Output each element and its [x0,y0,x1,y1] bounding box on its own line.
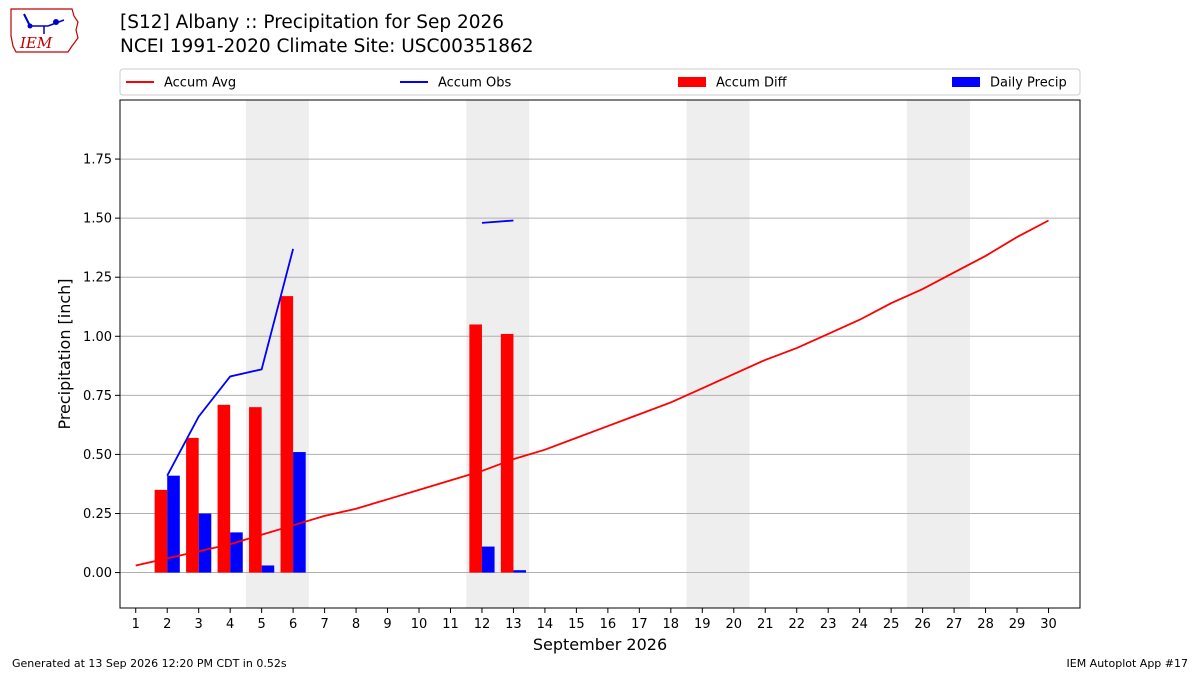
y-tick-label: 0.75 [83,389,112,404]
accum-obs-line [166,248,294,477]
iem-logo: IEM [8,6,80,62]
daily-precip-bar [293,452,306,573]
legend-swatch [952,77,980,87]
weekend-shade [906,100,970,608]
x-tick-label: 27 [946,617,963,632]
x-tick-label: 23 [820,617,837,632]
x-tick-label: 2 [163,617,171,632]
x-tick-label: 21 [757,617,774,632]
x-tick-label: 25 [883,617,900,632]
x-tick-label: 14 [537,617,554,632]
y-tick-label: 1.25 [83,271,112,286]
x-tick-label: 15 [568,617,585,632]
legend-label: Daily Precip [990,76,1067,91]
x-tick-label: 8 [352,617,360,632]
accum-diff-bar [154,489,168,573]
daily-precip-bar [481,546,495,573]
x-tick-label: 16 [600,617,617,632]
accum-diff-bar [280,296,294,573]
weekend-shade [686,100,750,608]
x-tick-label: 24 [851,617,868,632]
y-tick-label: 1.75 [83,153,112,168]
x-tick-label: 3 [195,617,203,632]
x-tick-label: 10 [411,617,428,632]
daily-precip-bar [167,475,180,573]
x-tick-label: 4 [226,617,234,632]
x-tick-label: 7 [320,617,328,632]
accum-diff-bar [186,437,199,573]
legend-box [119,68,1081,96]
x-tick-label: 5 [257,617,265,632]
legend-swatch [678,77,706,87]
y-tick-label: 1.50 [83,212,112,227]
app-footer: IEM Autoplot App #17 [1066,657,1189,670]
x-tick-label: 18 [663,617,680,632]
x-tick-label: 19 [694,617,711,632]
y-tick-label: 1.00 [83,330,112,345]
generated-footer: Generated at 13 Sep 2026 12:20 PM CDT in… [12,657,287,670]
x-tick-label: 30 [1040,617,1057,632]
daily-precip-bar [513,570,527,573]
accum-diff-bar [217,404,231,573]
legend-label: Accum Avg [164,76,236,91]
logo-text: IEM [19,34,53,52]
plot-frame [119,99,1081,609]
x-tick-label: 1 [132,617,140,632]
x-tick-label: 12 [474,617,491,632]
x-tick-label: 28 [977,617,994,632]
x-tick-label: 6 [289,617,297,632]
y-tick-label: 0.00 [83,566,112,581]
accum-avg-line [135,219,1049,567]
daily-precip-bar [230,532,243,573]
chart-subtitle: NCEI 1991-2020 Climate Site: USC00351862 [120,36,534,57]
y-tick-label: 0.50 [83,448,112,463]
y-axis-label: Precipitation [inch] [55,278,74,429]
accum-obs-line [481,219,514,224]
x-tick-label: 29 [1009,617,1026,632]
y-tick-label: 0.25 [83,507,112,522]
x-tick-label: 22 [788,617,805,632]
accum-diff-bar [249,407,262,573]
chart-title: [S12] Albany :: Precipitation for Sep 20… [120,12,505,33]
legend-label: Accum Obs [438,76,511,91]
daily-precip-bar [198,513,212,573]
x-tick-label: 13 [505,617,522,632]
x-axis-label: September 2026 [533,635,667,654]
legend-label: Accum Diff [716,76,788,91]
x-tick-label: 17 [631,617,648,632]
accum-diff-bar [500,333,514,573]
x-tick-label: 9 [383,617,391,632]
accum-diff-bar [469,324,482,573]
daily-precip-bar [261,565,275,573]
x-tick-label: 11 [442,617,459,632]
x-tick-label: 26 [914,617,931,632]
x-tick-label: 20 [725,617,742,632]
